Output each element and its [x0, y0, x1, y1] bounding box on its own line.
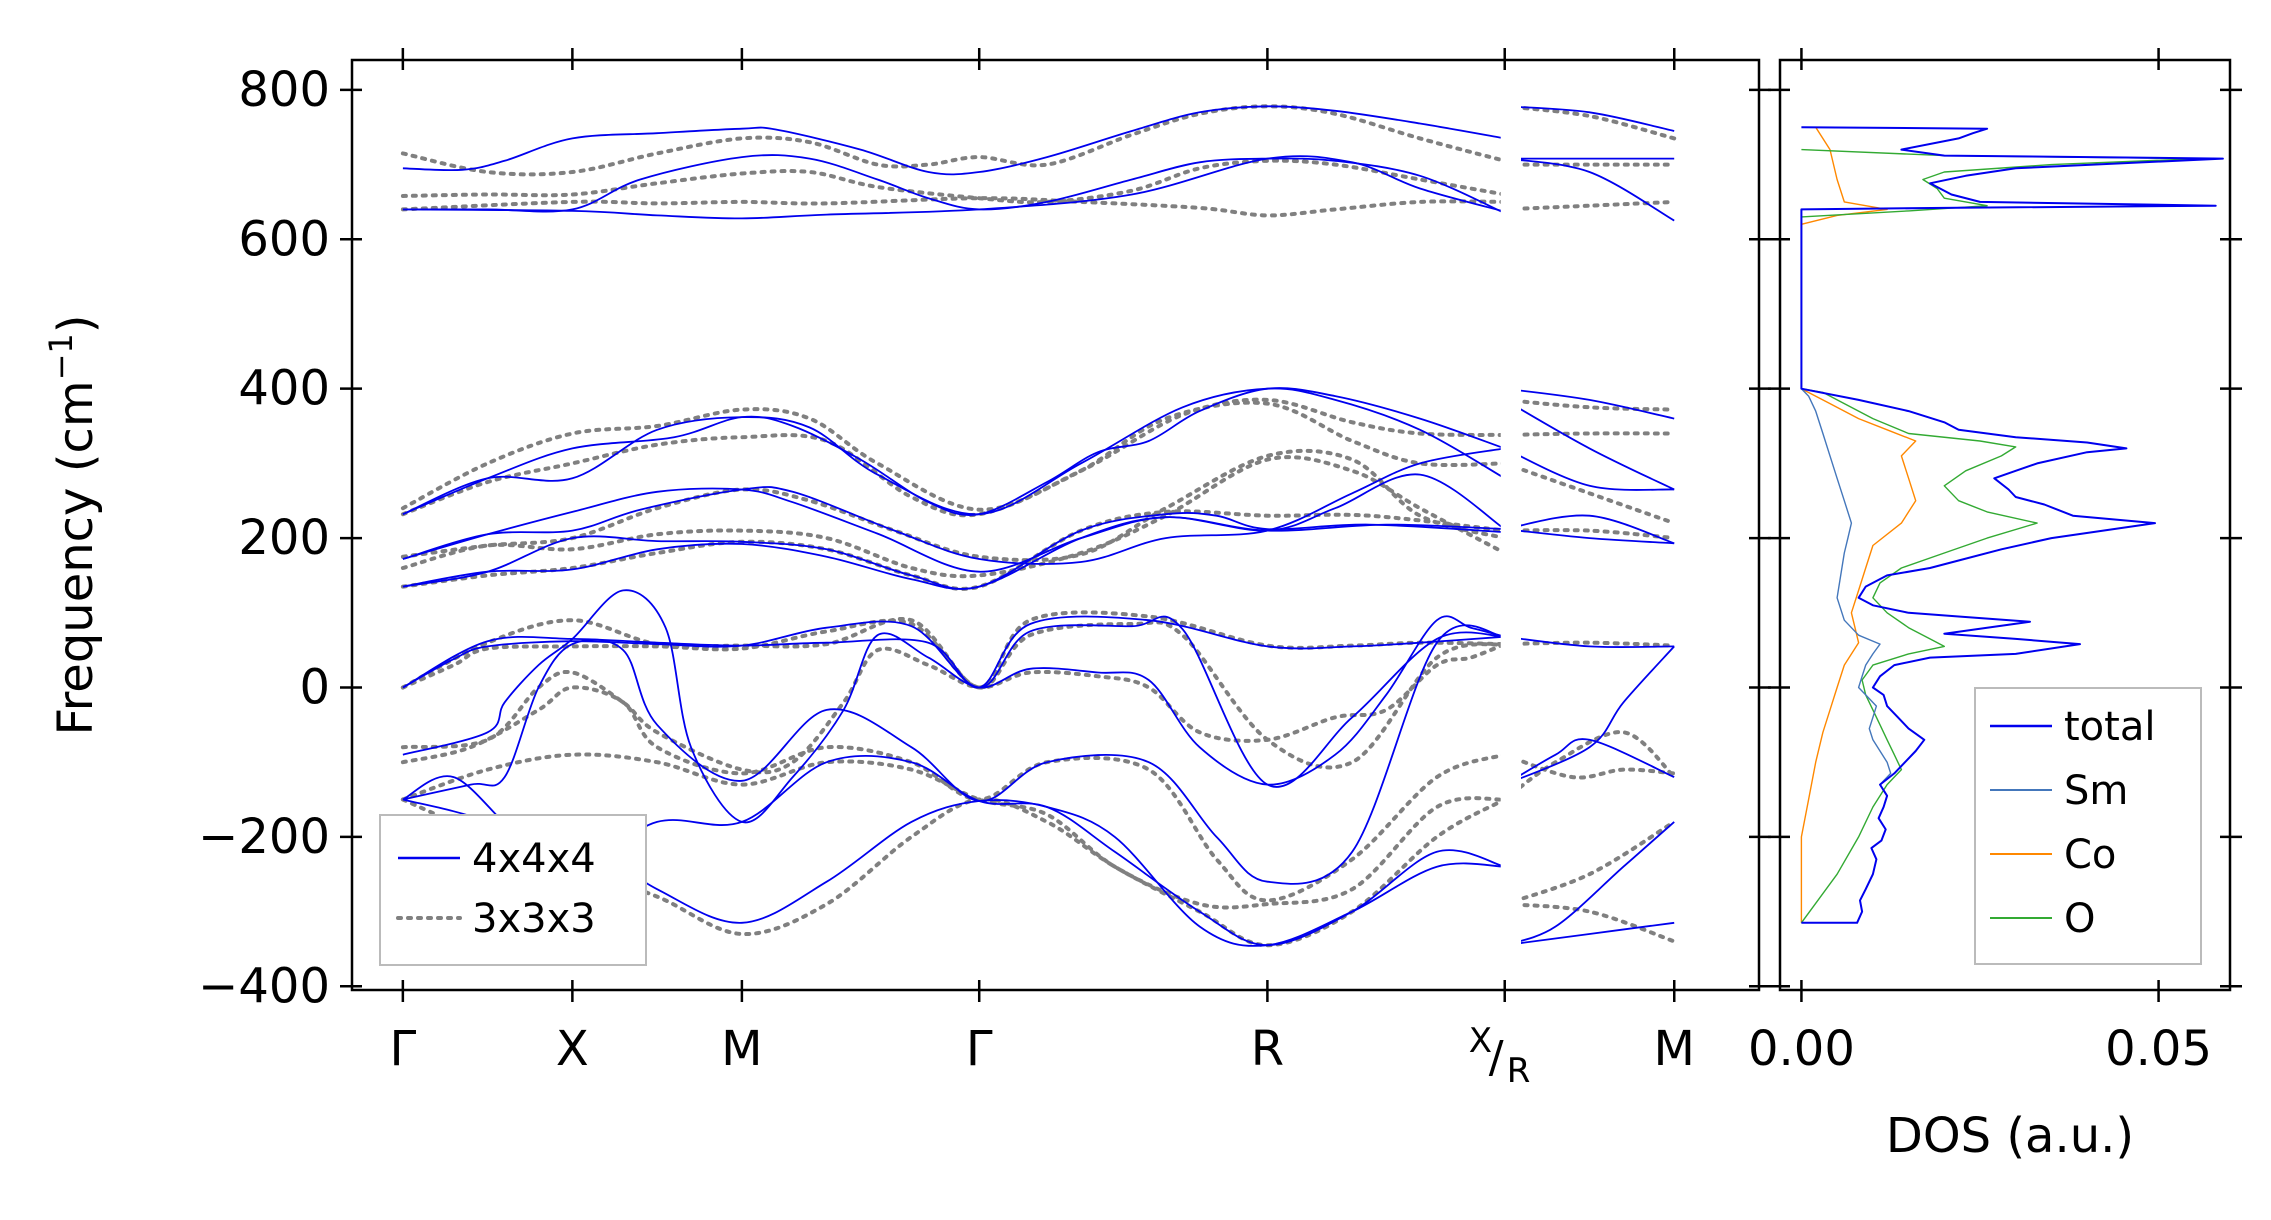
band-y-axis: 800 600 400 200 0 −200 −400 [198, 62, 1771, 1014]
band-4x4x4-branch-12 [402, 624, 1505, 885]
band-x-tick-label-1: X [556, 1021, 589, 1077]
band-4x4x4-branch-17 [1521, 159, 1675, 222]
band-3x3x3-branch-18 [1521, 431, 1677, 437]
dos-curve-total [1800, 126, 2224, 924]
band-3x3x3-branch-19 [1521, 467, 1677, 526]
band-4x4x4-branch-15 [1521, 106, 1675, 132]
band-4x4x4-branch-7 [402, 516, 1505, 590]
band-lines [400, 62, 1677, 988]
band-4x4x4-branch-22 [1521, 530, 1675, 545]
band-3x3x3-branch-3 [400, 397, 1507, 512]
dos-curve-o [1800, 148, 2203, 924]
band-3x3x3-branch-12 [400, 752, 1507, 910]
band-x-tick-label-4: R [1251, 1021, 1284, 1077]
band-segment-gap [1500, 62, 1509, 988]
dos-legend-label-co: Co [2064, 832, 2116, 878]
band-3x3x3-branch-11 [400, 685, 1507, 903]
band-4x4x4-branch-0 [402, 105, 1505, 176]
band-x-tick-sub-5: R [1507, 1051, 1531, 1091]
band-x-tick-label-0: Γ [389, 1021, 416, 1077]
band-legend-box [379, 814, 647, 966]
band-legend-label-3x3x3: 3x3x3 [472, 896, 596, 942]
band-4x4x4-branch-2 [402, 155, 1505, 220]
band-3x3x3-branch-24 [1521, 902, 1677, 944]
dos-panel: 0.00 0.05 DOS (a.u.) total Sm Co O [1748, 48, 2242, 1164]
band-3x3x3-branch-25 [1521, 819, 1677, 902]
band-x-axis: Γ X M Γ R X/R M [389, 48, 1695, 1091]
band-4x4x4-branch-11 [402, 589, 1505, 824]
band-legend-label-4x4x4: 4x4x4 [472, 836, 596, 882]
band-4x4x4-branch-26 [1521, 821, 1675, 942]
band-4x4x4-branch-20 [1521, 455, 1675, 491]
band-y-tick-label-5: −200 [198, 809, 330, 865]
band-3x3x3-branch-13 [400, 797, 1507, 948]
band-4x4x4-branch-27 [1521, 637, 1675, 649]
band-legend: 4x4x4 3x3x3 [379, 814, 647, 966]
band-y-tick-label-4: 0 [299, 659, 330, 715]
band-3x3x3-branch-1 [400, 158, 1507, 205]
dos-plot-frame [1778, 58, 2232, 992]
band-y-tick-label-1: 600 [238, 211, 330, 267]
dos-x-tick-label-1: 0.05 [2105, 1021, 2212, 1077]
band-3x3x3-branch-16 [1521, 199, 1677, 211]
band-y-axis-label: Frequency (cm−1) [42, 314, 104, 735]
dos-lines [1800, 126, 2224, 924]
dos-legend-label-sm: Sm [2064, 768, 2128, 814]
band-3x3x3-branch-4 [400, 400, 1507, 518]
dos-legend-label-o: O [2064, 896, 2095, 942]
dos-legend-label-total: total [2064, 704, 2155, 750]
dos-x-tick-label-0: 0.00 [1748, 1021, 1855, 1077]
band-x-tick-label-2: M [721, 1021, 762, 1077]
band-3x3x3-branch-2 [400, 196, 1507, 218]
band-3x3x3-branch-5 [400, 448, 1507, 563]
band-4x4x4-branch-23 [1521, 738, 1675, 778]
band-x-tick-slash-5: / [1489, 1032, 1504, 1083]
band-y-tick-label-6: −400 [198, 958, 330, 1014]
band-3x3x3-branch-23 [1521, 730, 1677, 790]
band-y-tick-label-3: 200 [238, 510, 330, 566]
dos-axes: 0.00 0.05 [1748, 48, 2242, 1077]
band-3x3x3-branch-0 [400, 104, 1507, 177]
band-x-tick-label-3: Γ [966, 1021, 993, 1077]
band-y-axis-label-sup: −1 [42, 333, 80, 380]
band-3x3x3-branch-21 [1521, 640, 1677, 648]
band-3x3x3-branch-17 [1521, 399, 1677, 412]
band-3x3x3-branch-6 [400, 455, 1507, 579]
band-4x4x4-branch-19 [1521, 408, 1675, 491]
dos-x-axis-label: DOS (a.u.) [1886, 1108, 2134, 1164]
band-y-tick-label-0: 800 [238, 62, 330, 118]
band-plot-frame [350, 58, 1761, 992]
band-x-tick-label-5: X [1469, 1021, 1492, 1061]
band-4x4x4-branch-25 [1521, 921, 1675, 944]
band-4x4x4-branch-8 [402, 512, 1505, 590]
dos-legend: total Sm Co O [1974, 687, 2202, 965]
band-y-axis-label-main: Frequency (cm [48, 380, 104, 735]
band-4x4x4-branch-5 [402, 447, 1505, 565]
band-y-axis-label-end: ) [48, 314, 104, 333]
band-4x4x4-branch-6 [402, 473, 1506, 573]
band-3x3x3-branch-22 [1521, 758, 1677, 780]
band-4x4x4-branch-1 [402, 154, 1506, 214]
band-x-tick-label-6: M [1654, 1021, 1695, 1077]
band-4x4x4-branch-18 [1521, 389, 1675, 420]
band-y-tick-label-2: 400 [238, 361, 330, 417]
band-4x4x4-branch-4 [402, 387, 1505, 516]
band-4x4x4-branch-24 [1521, 645, 1675, 780]
band-4x4x4-branch-21 [1521, 514, 1675, 545]
